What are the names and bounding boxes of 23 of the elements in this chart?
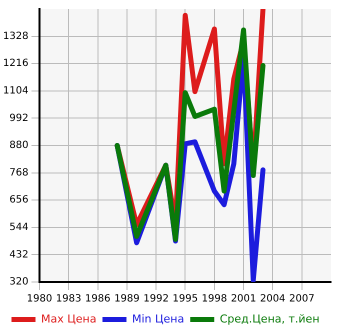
y-tick-label: 432: [9, 249, 28, 260]
y-tick-label: 656: [9, 194, 28, 206]
x-tick-label: 1980: [26, 294, 52, 305]
y-tick-label: 1104: [2, 85, 28, 96]
y-tick-label: 1216: [2, 58, 28, 70]
legend-label: Max Цена: [40, 312, 96, 326]
x-tick-label: 1989: [114, 294, 140, 305]
x-tick-label: 1992: [143, 294, 169, 305]
x-tick-label: 1995: [172, 294, 198, 305]
x-tick-label: 2004: [260, 294, 286, 305]
y-tick-label: 768: [9, 167, 28, 178]
legend-label: Min Цена: [132, 312, 184, 326]
x-tick-label: 2007: [289, 294, 315, 305]
x-tick-label: 1986: [85, 294, 110, 305]
y-tick-label: 992: [9, 112, 28, 124]
legend-label: Сред.Цена, т.йен: [220, 312, 320, 326]
x-tick-label: 1998: [202, 294, 228, 305]
x-tick-label: 1983: [56, 294, 82, 305]
x-tick-label: 2001: [230, 294, 256, 305]
y-tick-label: 320: [9, 276, 28, 288]
y-tick-label: 1328: [2, 30, 28, 42]
y-tick-label: 880: [9, 140, 28, 152]
y-tick-label: 544: [9, 222, 28, 233]
